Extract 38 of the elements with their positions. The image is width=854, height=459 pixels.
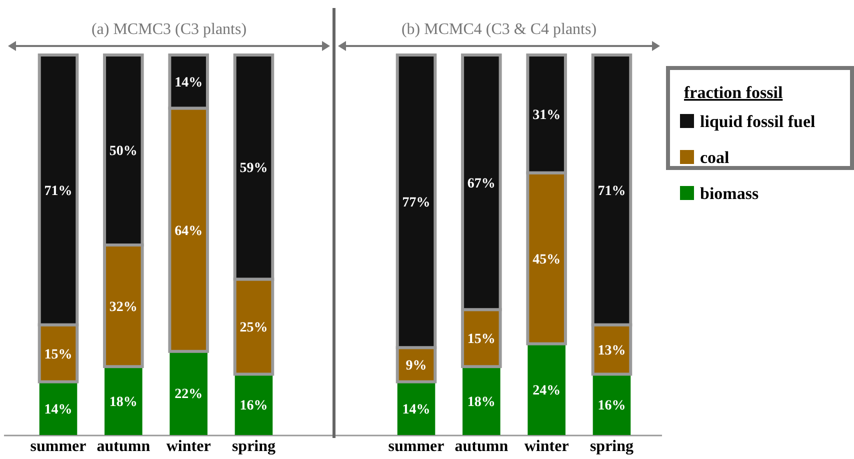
data-label: 14% (174, 76, 203, 91)
data-label: 32% (109, 300, 138, 315)
data-label: 67% (467, 176, 496, 192)
data-label: 45% (532, 252, 561, 268)
data-label: 15% (467, 332, 496, 348)
x-tick-label: summer (388, 438, 444, 455)
legend-label: liquid fossil fuel (700, 112, 816, 131)
data-label: 77% (402, 195, 430, 210)
data-label: 25% (240, 320, 268, 336)
chart-title: (a) MCMC3 (C3 plants) (91, 21, 247, 38)
data-label: 22% (174, 387, 203, 402)
data-label: 71% (598, 184, 626, 199)
data-label: 14% (402, 402, 430, 418)
data-label: 71% (44, 184, 72, 199)
data-label: 18% (109, 394, 138, 410)
x-tick-label: spring (232, 438, 276, 455)
data-label: 13% (598, 344, 626, 358)
x-tick-label: summer (30, 438, 86, 455)
x-tick-label: winter (166, 438, 211, 455)
x-tick-label: autumn (454, 438, 508, 455)
data-label: 59% (240, 161, 268, 176)
legend-title: fraction fossil (684, 83, 783, 102)
data-label: 18% (467, 394, 496, 410)
data-label: 64% (174, 224, 203, 239)
data-label: 14% (44, 402, 72, 418)
x-tick-label: autumn (96, 438, 150, 455)
data-label: 24% (532, 383, 561, 398)
data-label: 9% (406, 358, 427, 374)
x-tick-label: winter (524, 438, 569, 455)
data-label: 16% (598, 398, 626, 414)
data-label: 15% (44, 347, 72, 362)
data-label: 31% (532, 108, 561, 123)
data-label: 16% (240, 398, 268, 414)
legend-label: biomass (700, 184, 759, 203)
data-label: 50% (109, 144, 138, 159)
x-tick-label: spring (590, 438, 634, 455)
legend-label: coal (700, 148, 730, 167)
chart-title: (b) MCMC4 (C3 & C4 plants) (401, 21, 597, 38)
